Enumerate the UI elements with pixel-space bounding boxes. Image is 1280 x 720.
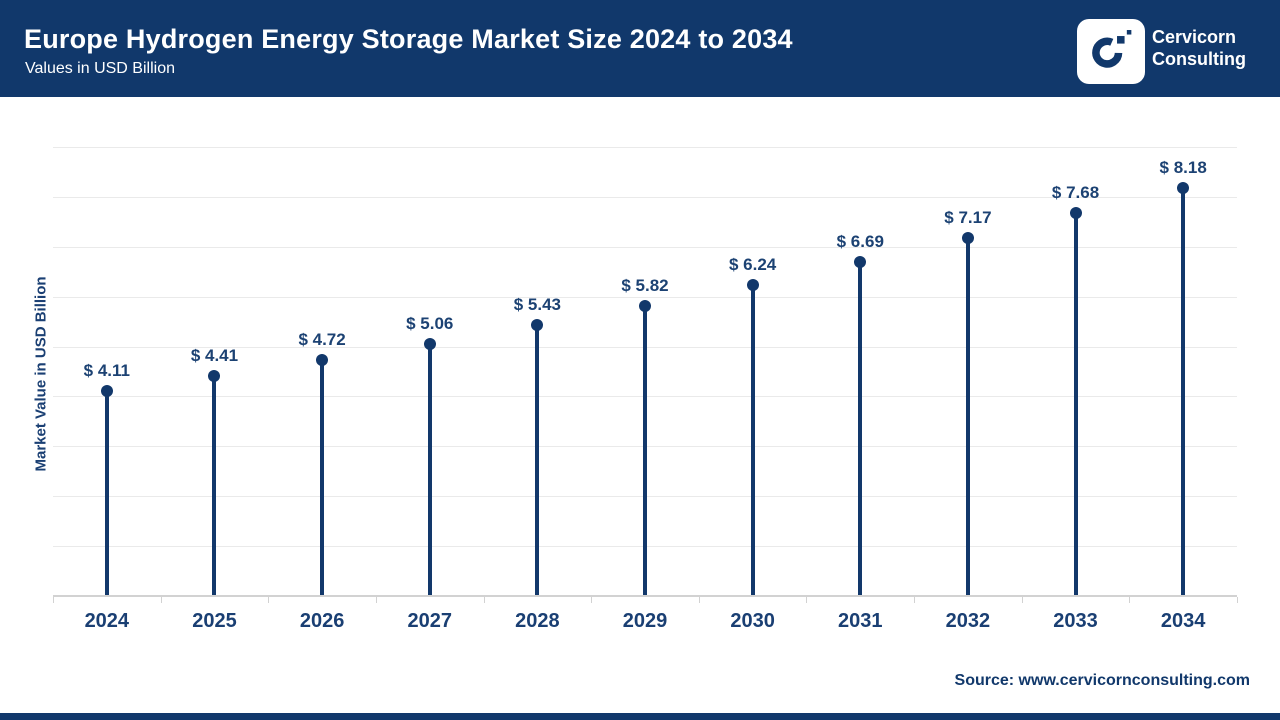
lollipop-dot — [208, 369, 221, 382]
gridline — [53, 197, 1237, 199]
value-label: $ 6.69 — [836, 232, 884, 252]
chart-subtitle: Values in USD Billion — [25, 60, 175, 77]
x-axis-tick — [483, 596, 485, 603]
lollipop-stem — [643, 305, 647, 596]
lollipop-dot — [1069, 207, 1082, 220]
lollipop-stem — [750, 284, 755, 596]
value-label: $ 5.43 — [513, 295, 561, 315]
value-label: $ 5.82 — [621, 275, 669, 295]
lollipop-dot — [854, 256, 867, 269]
lollipop-dot — [423, 337, 436, 350]
x-axis-label: 2024 — [84, 609, 130, 632]
y-axis-title: Market Value in USD Billion — [32, 276, 50, 472]
x-axis-tick — [591, 596, 593, 603]
x-axis-label: 2026 — [299, 609, 345, 632]
x-axis-tick — [160, 596, 162, 603]
lollipop-stem — [965, 238, 970, 596]
x-axis-label: 2033 — [1053, 609, 1098, 632]
x-axis-tick — [1021, 596, 1023, 603]
lollipop-chart: $ 4.11 2024 $ 4.41 2025 $ 4.72 2026 $ 5.06 2027… — [0, 97, 1280, 713]
gridline — [53, 296, 1237, 298]
lollipop-stem — [858, 262, 863, 596]
value-label: $ 4.41 — [190, 345, 239, 365]
x-axis-label: 2032 — [945, 609, 991, 632]
value-label: $ 5.06 — [406, 313, 454, 333]
lollipop-dot — [961, 232, 974, 245]
x-axis-label: 2034 — [1160, 609, 1206, 632]
x-axis-tick — [375, 596, 377, 603]
value-label: $ 6.24 — [728, 254, 777, 274]
x-axis-label: 2031 — [838, 609, 883, 632]
x-axis-tick — [1237, 596, 1238, 603]
x-axis-line — [53, 595, 1237, 597]
lollipop-stem — [212, 375, 217, 596]
x-axis-tick — [698, 596, 700, 603]
header-banner: Europe Hydrogen Energy Storage Market Si… — [0, 0, 1280, 97]
value-label: $ 7.68 — [1051, 183, 1100, 203]
x-axis-label: 2029 — [622, 609, 668, 632]
chart-title: Europe Hydrogen Energy Storage Market Si… — [24, 24, 793, 54]
lollipop-dot — [100, 384, 113, 397]
x-axis-tick — [914, 596, 916, 603]
source-attribution: Source: www.cervicornconsulting.com — [954, 672, 1250, 689]
gridline — [53, 246, 1237, 248]
x-axis-tick — [268, 596, 270, 603]
value-label: $ 4.11 — [83, 360, 130, 380]
value-label: $ 8.18 — [1159, 158, 1207, 178]
lollipop-dot — [531, 319, 544, 332]
cervicorn-c-icon — [1092, 30, 1132, 68]
lollipop-dot — [639, 299, 651, 312]
value-label: $ 7.17 — [944, 208, 992, 228]
lollipop-stem — [320, 360, 325, 596]
lollipop-dot — [316, 354, 329, 367]
company-logo — [1077, 19, 1145, 84]
value-label: $ 4.72 — [298, 330, 346, 350]
lollipop-stem — [535, 325, 540, 596]
x-axis-tick — [53, 596, 54, 603]
x-axis-tick — [1129, 596, 1131, 603]
bottom-accent-bar — [0, 713, 1280, 720]
x-axis-label: 2030 — [730, 609, 775, 632]
company-name-line1: Cervicorn — [1152, 27, 1237, 47]
x-axis-label: 2025 — [192, 609, 237, 632]
gridline — [53, 147, 1237, 149]
lollipop-stem — [427, 343, 432, 596]
x-axis-tick — [806, 596, 808, 603]
company-name: Cervicorn Consulting — [1152, 26, 1252, 70]
lollipop-stem — [104, 390, 109, 596]
lollipop-stem — [1073, 213, 1078, 596]
lollipop-dot — [746, 278, 759, 291]
x-axis-label: 2028 — [515, 609, 560, 632]
lollipop-dot — [1177, 182, 1190, 195]
x-axis-label: 2027 — [407, 609, 452, 632]
company-name-line2: Consulting — [1152, 49, 1246, 69]
lollipop-stem — [1181, 188, 1186, 596]
